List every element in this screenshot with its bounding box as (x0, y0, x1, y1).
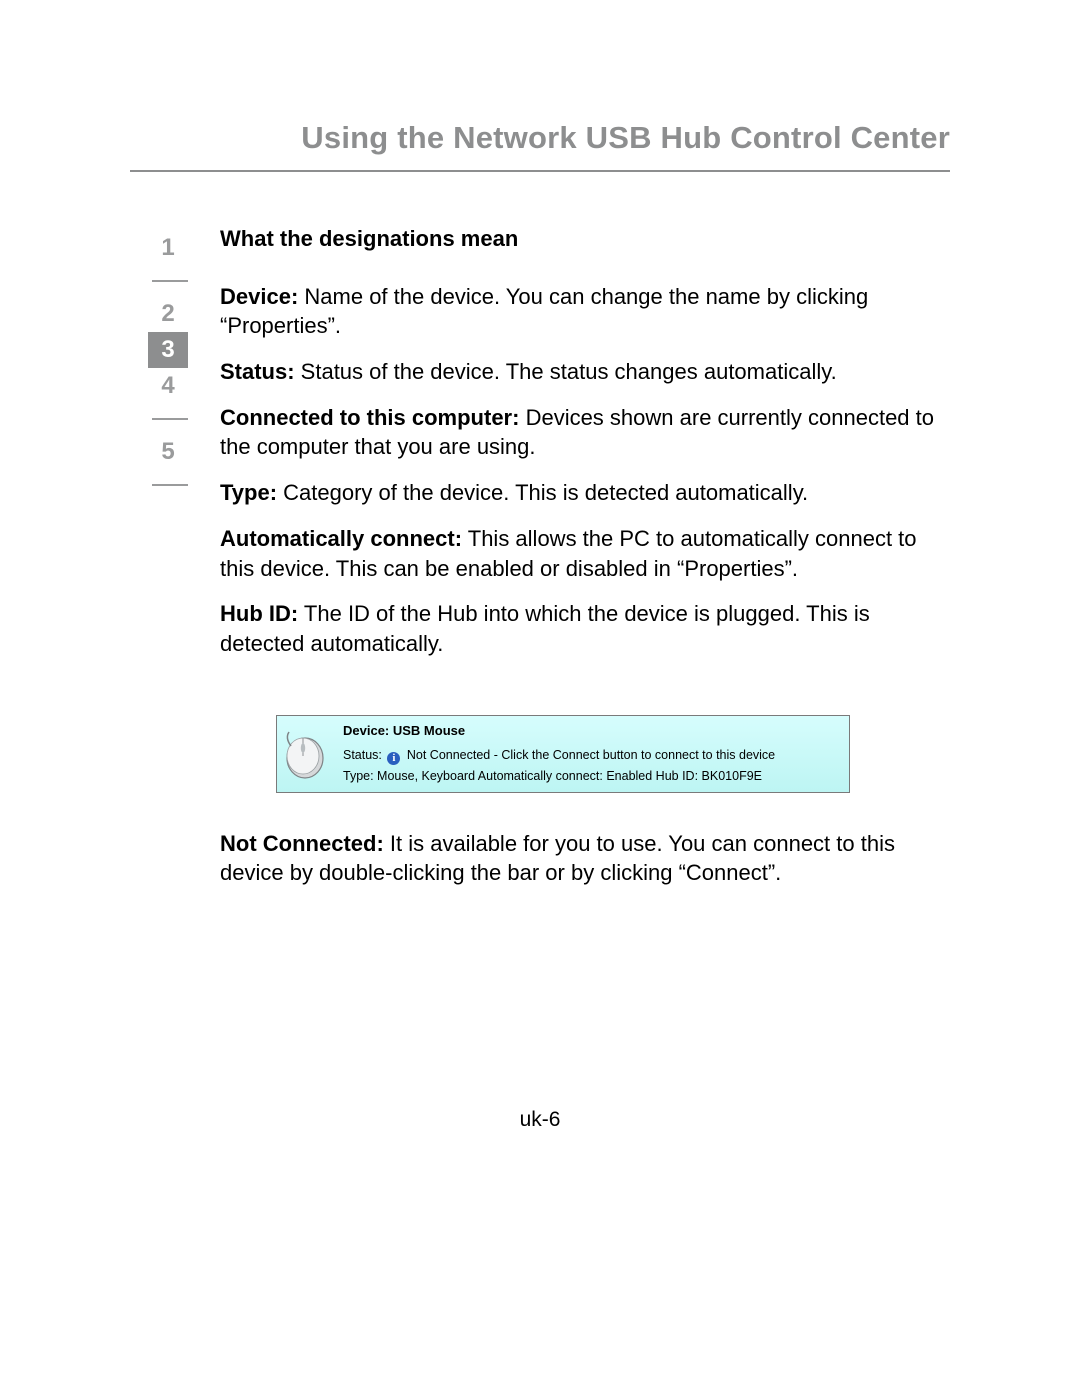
page: Using the Network USB Hub Control Center… (0, 0, 1080, 1388)
definition-autoconnect: Automatically connect: This allows the P… (220, 524, 950, 583)
definition-type: Type: Category of the device. This is de… (220, 478, 950, 508)
sidebar-divider (152, 484, 188, 486)
term-text: Status of the device. The status changes… (295, 359, 837, 384)
content-column: What the designations mean Device: Name … (220, 222, 950, 904)
term: Connected to this computer: (220, 405, 519, 430)
subheading: What the designations mean (220, 224, 950, 254)
device-info: Device: USB Mouse Status: i Not Connecte… (343, 722, 841, 785)
device-line-1: Device: USB Mouse (343, 722, 841, 740)
sidebar-item-1: 1 (148, 230, 188, 266)
term-text: The ID of the Hub into which the device … (220, 601, 870, 656)
sidebar-item-4: 4 (148, 368, 188, 404)
term: Automatically connect: (220, 526, 462, 551)
definition-device: Device: Name of the device. You can chan… (220, 282, 950, 341)
page-title: Using the Network USB Hub Control Center (130, 120, 950, 172)
sidebar-divider (152, 280, 188, 282)
page-footer: uk-6 (0, 1108, 1080, 1132)
definition-connected: Connected to this computer: Devices show… (220, 403, 950, 462)
sidebar-divider (152, 418, 188, 420)
info-icon: i (387, 752, 400, 765)
term-text: Name of the device. You can change the n… (220, 284, 868, 339)
definition-status: Status: Status of the device. The status… (220, 357, 950, 387)
device-line-2: Status: i Not Connected - Click the Conn… (343, 747, 841, 765)
sidebar-item-3: 3 (148, 332, 188, 368)
term: Type: (220, 480, 277, 505)
section-sidebar: 1 2 3 4 5 (130, 222, 188, 500)
term: Hub ID: (220, 601, 298, 626)
term: Device: (220, 284, 298, 309)
definition-hubid: Hub ID: The ID of the Hub into which the… (220, 599, 950, 658)
device-status-value: Not Connected - Click the Connect button… (403, 748, 775, 762)
definition-not-connected: Not Connected: It is available for you t… (220, 829, 950, 888)
body-row: 1 2 3 4 5 What the designations mean Dev… (130, 222, 950, 904)
term-text: Category of the device. This is detected… (277, 480, 808, 505)
term: Status: (220, 359, 295, 384)
sidebar-item-5: 5 (148, 434, 188, 470)
mouse-icon (283, 726, 331, 786)
device-line-3: Type: Mouse, Keyboard Automatically conn… (343, 768, 841, 785)
term: Not Connected: (220, 831, 384, 856)
device-status-label: Status: (343, 748, 385, 762)
device-card[interactable]: Device: USB Mouse Status: i Not Connecte… (276, 715, 850, 793)
sidebar-item-2: 2 (148, 296, 188, 332)
